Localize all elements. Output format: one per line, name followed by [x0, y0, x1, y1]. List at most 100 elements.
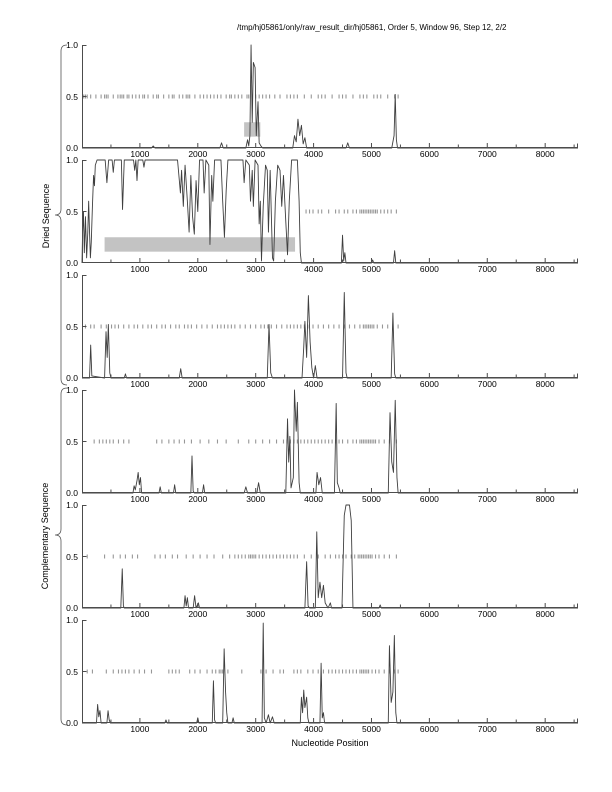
x-axis-label: Nucleotide Position [291, 738, 369, 748]
subplot-3-plot-area [82, 275, 578, 379]
y-tick-label: 0.5 [66, 666, 78, 677]
x-tick-label: 2000 [188, 608, 208, 619]
y-tick-label: 1.0 [66, 155, 78, 165]
y-tick-label: 1.0 [66, 385, 78, 395]
x-tick-label: 5000 [362, 493, 381, 504]
y-tick-label: 0.0 [66, 258, 78, 268]
x-tick-label: 6000 [419, 378, 439, 389]
x-tick-label: 4000 [304, 378, 324, 389]
x-tick-label: 2000 [188, 263, 208, 274]
axes-spines [82, 390, 578, 493]
x-tick-label: 8000 [535, 723, 555, 734]
x-tick-label: 8000 [535, 493, 555, 504]
marks-row [93, 439, 397, 444]
x-tick-label: 7000 [477, 723, 497, 734]
y-tick-label: 0.5 [66, 436, 78, 447]
subplot-1-plot-area [82, 44, 578, 149]
y-tick-label: 1.0 [66, 270, 78, 280]
x-tick-label: 1000 [130, 378, 150, 389]
subplot-3 [82, 275, 578, 379]
x-tick-label: 3000 [246, 378, 266, 389]
subplot-6-plot-area [82, 620, 578, 724]
x-tick-label: 2000 [188, 493, 208, 504]
x-tick-label: 8000 [535, 378, 555, 389]
subplot-4-plot-area [82, 389, 578, 494]
data-curve [81, 159, 578, 264]
x-tick-label: 1000 [130, 608, 150, 619]
x-tick-label: 8000 [535, 263, 555, 274]
axes-spines [82, 275, 578, 378]
data-curve [82, 292, 578, 379]
x-tick-label: 6000 [419, 493, 439, 504]
y-tick-label: 0.0 [66, 718, 78, 728]
subplot-5-plot-area [82, 504, 578, 609]
y-tick-label: 0.5 [66, 206, 78, 217]
subplot-1 [82, 44, 578, 149]
subplot-4 [82, 389, 578, 494]
x-tick-label: 5000 [362, 608, 381, 619]
x-tick-label: 1000 [130, 263, 150, 274]
axes-spines [82, 45, 578, 148]
y-tick-label: 0.0 [66, 603, 78, 613]
axes-spines [82, 160, 578, 263]
y-tick-label: 0.5 [66, 321, 78, 332]
x-tick-label: 6000 [419, 608, 439, 619]
x-tick-label: 7000 [477, 148, 497, 159]
x-tick-label: 7000 [477, 378, 497, 389]
y-tick-label: 0.5 [66, 551, 78, 562]
marks-row [84, 324, 399, 329]
y-tick-label: 0.0 [66, 373, 78, 383]
group-label-complementary-sequence: Complementary Sequence [40, 482, 50, 590]
y-tick-label: 1.0 [66, 40, 78, 50]
y-tick-label: 0.5 [66, 91, 78, 102]
x-tick-label: 7000 [477, 493, 497, 504]
x-tick-label: 2000 [188, 148, 208, 159]
x-tick-label: 4000 [304, 723, 324, 734]
x-tick-label: 4000 [304, 148, 324, 159]
x-tick-label: 3000 [246, 493, 266, 504]
axes-spines [82, 620, 578, 723]
x-tick-label: 3000 [246, 148, 266, 159]
y-tick-label: 1.0 [66, 500, 78, 510]
figure-title: /tmp/hj05861/only/raw_result_dir/hj05861… [237, 23, 507, 32]
marks-row [86, 669, 399, 674]
marks-row [305, 209, 397, 214]
data-curve [82, 622, 578, 724]
y-tick-label: 0.0 [66, 143, 78, 153]
x-tick-label: 1000 [130, 723, 150, 734]
x-tick-label: 6000 [419, 723, 439, 734]
x-tick-label: 4000 [304, 263, 324, 274]
x-tick-label: 3000 [246, 608, 266, 619]
group-label-dried-sequence: Dried Sequence [41, 183, 51, 249]
x-tick-label: 1000 [130, 493, 150, 504]
x-tick-label: 7000 [477, 608, 497, 619]
x-tick-label: 4000 [304, 493, 324, 504]
x-tick-label: 5000 [362, 723, 381, 734]
highlight-region [104, 237, 296, 252]
x-tick-label: 5000 [362, 148, 381, 159]
x-tick-label: 1000 [130, 148, 150, 159]
x-tick-label: 3000 [246, 263, 266, 274]
x-tick-label: 6000 [419, 263, 439, 274]
x-tick-label: 2000 [188, 723, 208, 734]
axes-spines [82, 505, 578, 608]
x-tick-label: 2000 [188, 378, 208, 389]
subplot-6 [82, 620, 578, 724]
subplot-2 [81, 159, 578, 264]
x-tick-label: 6000 [419, 148, 439, 159]
x-tick-label: 7000 [477, 263, 497, 274]
marks-row [86, 554, 397, 559]
x-tick-label: 5000 [362, 263, 381, 274]
x-tick-label: 8000 [535, 148, 555, 159]
x-tick-label: 8000 [535, 608, 555, 619]
y-tick-label: 1.0 [66, 615, 78, 625]
x-tick-label: 3000 [246, 723, 266, 734]
y-tick-label: 0.0 [66, 488, 78, 498]
marks-row [83, 94, 399, 99]
subplot-2-plot-area [81, 159, 578, 264]
highlight-region [244, 122, 261, 137]
x-tick-label: 5000 [362, 378, 381, 389]
subplot-5 [82, 504, 578, 609]
x-tick-label: 4000 [304, 608, 324, 619]
